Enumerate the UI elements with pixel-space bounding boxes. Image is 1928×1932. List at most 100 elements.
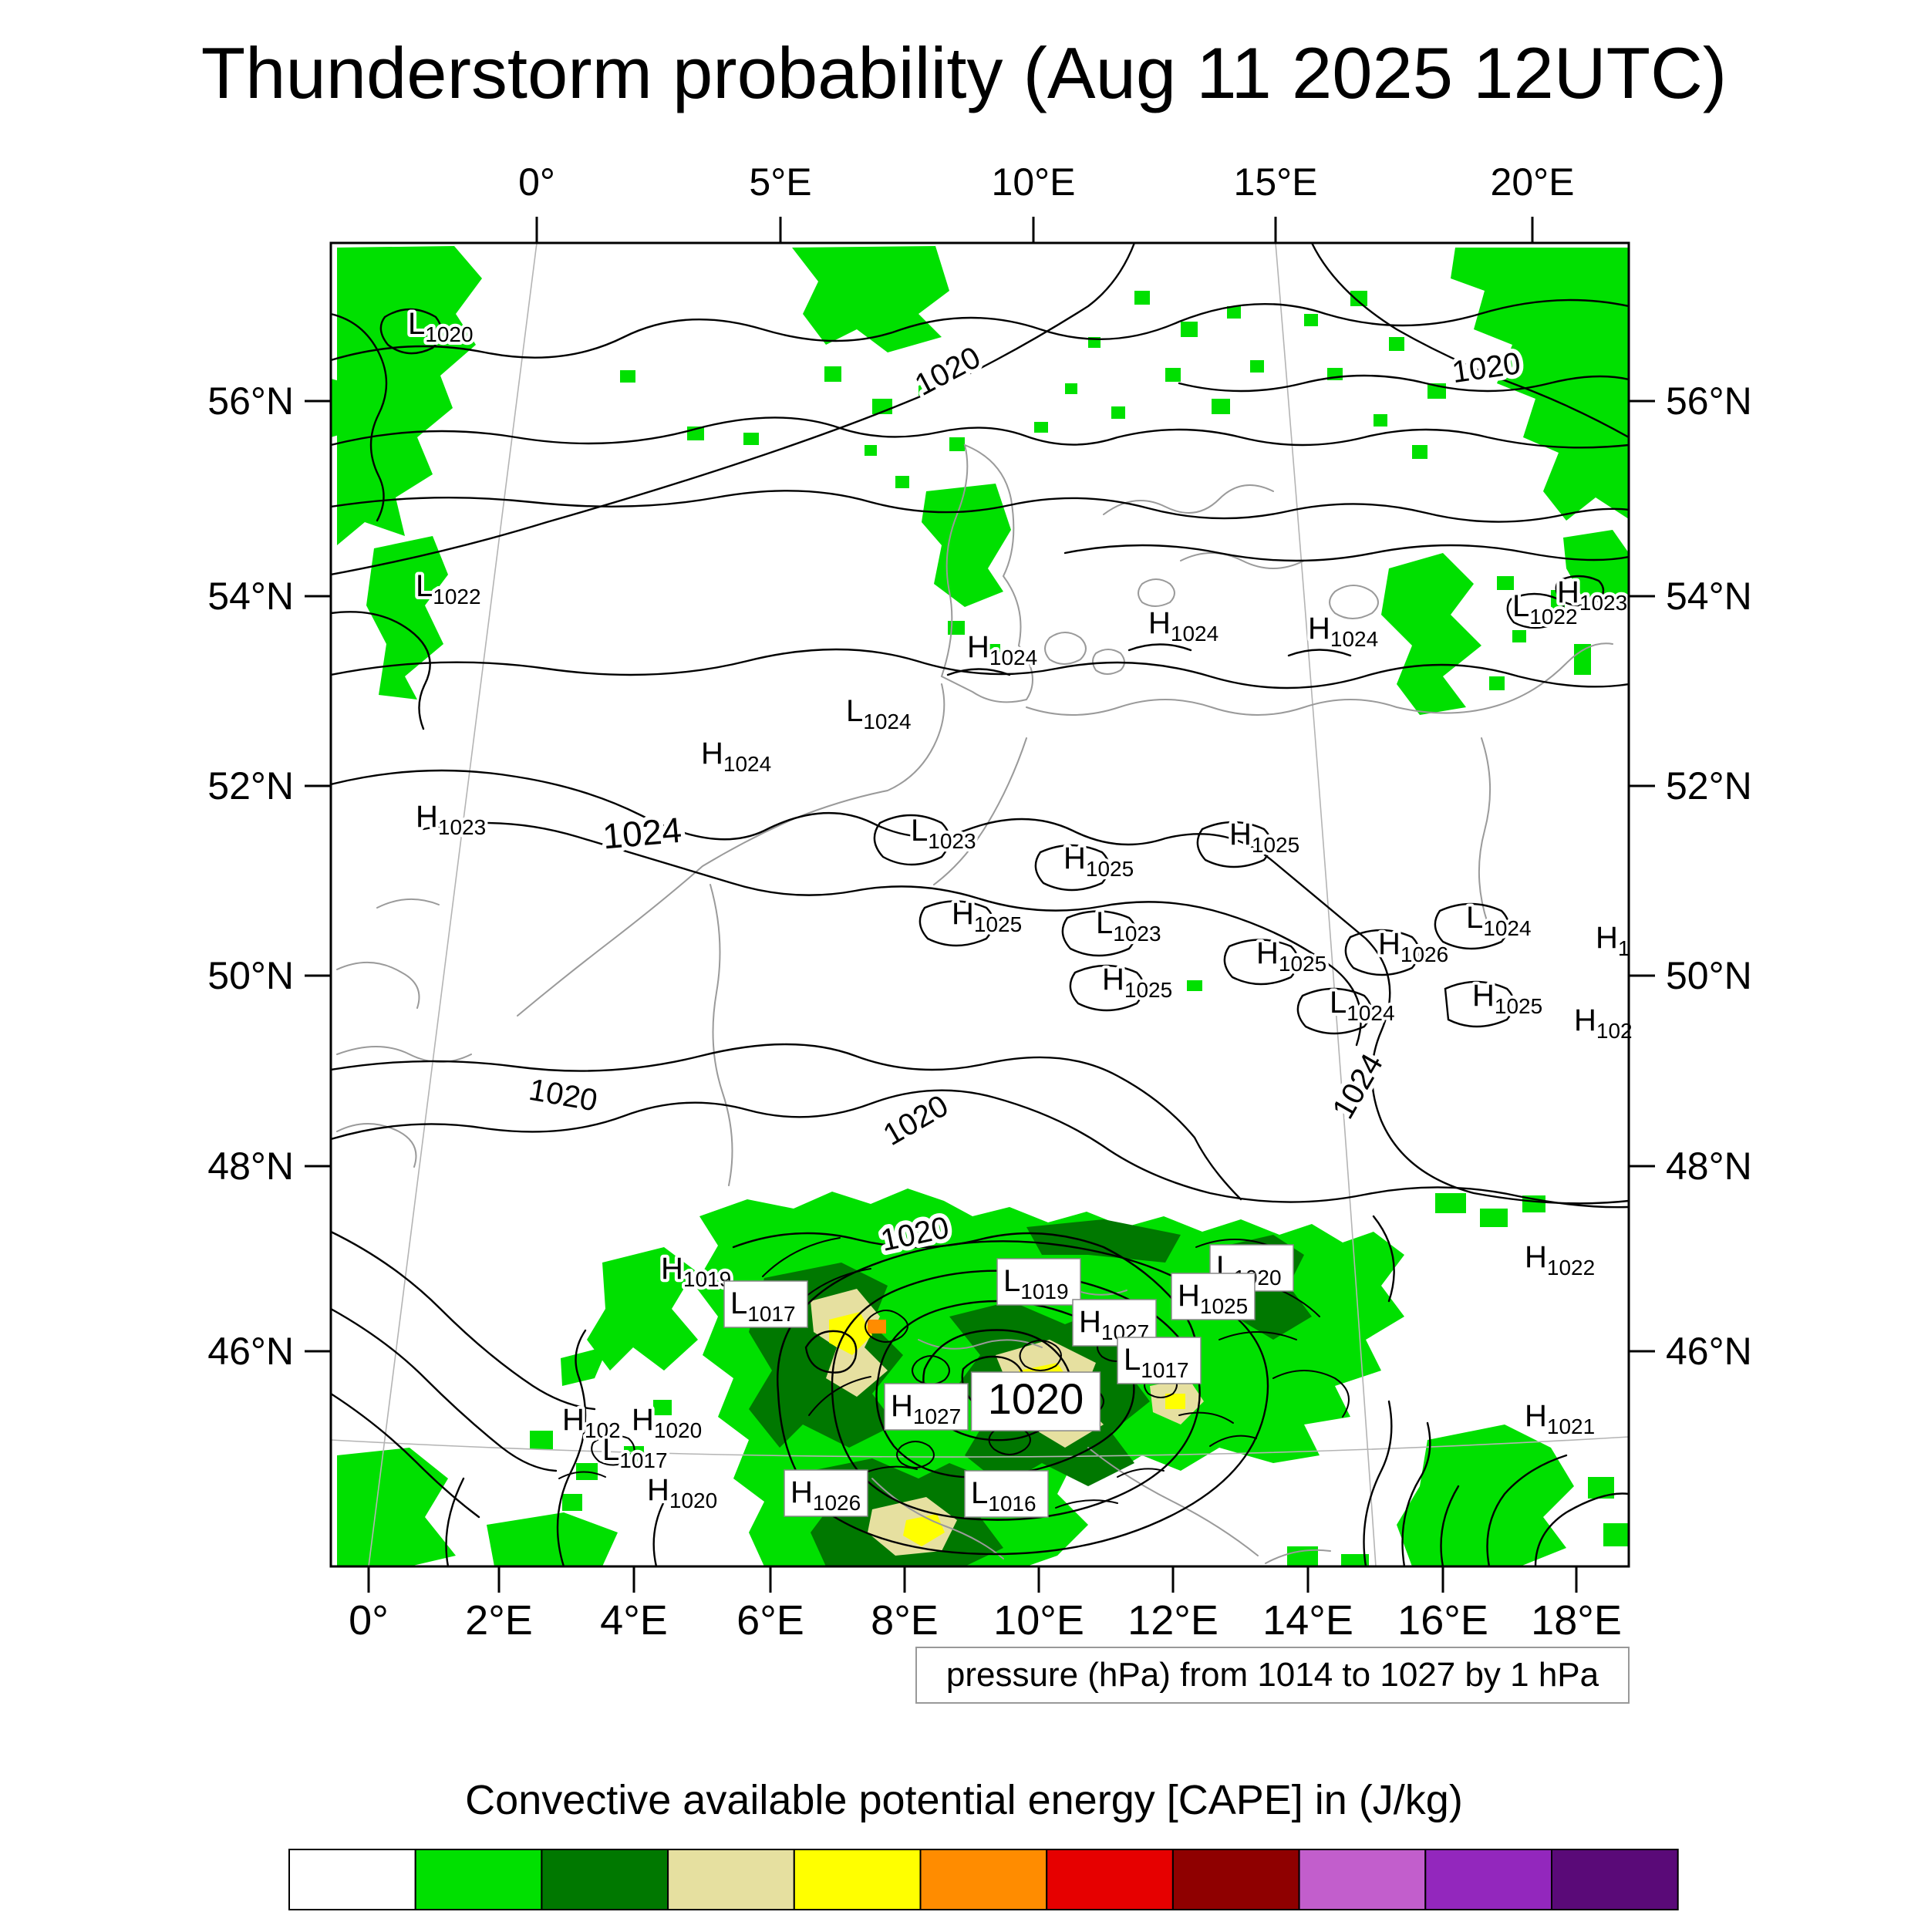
pressure-center-label: L1024	[1326, 983, 1398, 1028]
svg-text:H1026: H1026	[790, 1475, 861, 1515]
svg-text:L1016: L1016	[971, 1476, 1036, 1516]
pressure-center-label: H1024	[1145, 603, 1222, 649]
contour-line	[946, 668, 1011, 676]
contour-line	[1218, 1331, 1297, 1340]
cape-region	[868, 1320, 886, 1334]
colorbar-cell	[793, 1849, 922, 1910]
contour-line	[331, 1230, 596, 1411]
svg-text:H1025: H1025	[1256, 936, 1326, 976]
axis-bottom: 0° 2°E 4°E 6°E 8°E 10°E 12°E 14°E 16°E 18°E	[349, 1566, 1622, 1644]
pressure-center-label: H1025	[1253, 933, 1330, 979]
pressure-center-label: L1023	[1093, 903, 1165, 949]
axis-tick-label: 52°N	[1666, 764, 1752, 808]
colorbar-cell	[288, 1849, 416, 1910]
pressure-center-label: H1027	[1072, 1299, 1157, 1347]
axis-tick-label: 5°E	[749, 160, 811, 204]
pressure-note: pressure (hPa) from 1014 to 1027 by 1 hP…	[946, 1656, 1599, 1694]
pressure-center-label: H1020	[629, 1400, 705, 1445]
axis-tick-label: 10°E	[993, 1597, 1084, 1644]
svg-text:H1025: H1025	[952, 897, 1022, 936]
cape-region	[1304, 291, 1446, 459]
contour-line	[1127, 643, 1192, 652]
svg-text:L1017: L1017	[1124, 1343, 1189, 1382]
pressure-center-label: H1027	[884, 1383, 969, 1431]
svg-text:H1025: H1025	[1229, 818, 1299, 857]
axis-left: 56°N 54°N 52°N 50°N 48°N 46°N	[207, 379, 331, 1373]
svg-text:L1023: L1023	[1096, 906, 1161, 946]
contour-line	[873, 814, 951, 866]
coastline	[1138, 578, 1175, 607]
coastline	[1044, 632, 1087, 665]
svg-text:L1017: L1017	[602, 1433, 668, 1472]
pressure-center-label: H1024	[698, 733, 774, 779]
svg-text:H1023: H1023	[416, 800, 486, 839]
pressure-center-label: H1025	[1469, 976, 1545, 1021]
svg-text:L1024: L1024	[1466, 901, 1532, 940]
contour-line	[331, 298, 1629, 362]
contour-line	[1196, 821, 1272, 868]
contour-line	[331, 769, 1629, 1205]
axis-tick-label: 56°N	[207, 379, 294, 423]
axis-tick-label: 0°	[518, 160, 555, 204]
axis-tick-label: 18°E	[1531, 1597, 1622, 1644]
pressure-center-label: H1026	[784, 1469, 868, 1518]
pressure-center-label: H1019	[658, 1249, 734, 1294]
cape-shading-2000-2500	[868, 1320, 886, 1334]
svg-text:L1020: L1020	[408, 307, 474, 346]
axis-top: 0° 5°E 10°E 15°E 20°E	[518, 160, 1574, 243]
pressure-center-label: L1023	[908, 811, 979, 856]
axis-tick-label: 46°N	[1666, 1330, 1752, 1373]
axis-tick-label: 16°E	[1397, 1597, 1488, 1644]
coastline	[918, 1339, 1043, 1350]
graticule-line	[1275, 243, 1377, 1566]
cape-region	[1435, 1193, 1545, 1227]
contour-line	[331, 1392, 480, 1519]
svg-text:L1019: L1019	[1003, 1264, 1069, 1303]
cape-region	[331, 379, 365, 437]
svg-text:H1025: H1025	[1063, 841, 1134, 881]
axis-tick-label: 12°E	[1127, 1597, 1218, 1644]
axis-right: 56°N 54°N 52°N 50°N 48°N 46°N	[1629, 379, 1752, 1373]
colorbar-cell	[667, 1849, 795, 1910]
contour-line	[1178, 374, 1629, 393]
contour-line	[331, 490, 1629, 523]
axis-tick-label: 4°E	[600, 1597, 668, 1644]
coastline	[1265, 1549, 1331, 1564]
pressure-center-label: H1025	[1099, 959, 1175, 1005]
pressure-center-box	[784, 1469, 868, 1517]
contour-line	[445, 1477, 465, 1566]
pressure-center-box	[1171, 1273, 1256, 1320]
contour-line	[1178, 1411, 1234, 1424]
contour-line	[831, 1269, 1201, 1521]
contour-line	[1296, 987, 1373, 1035]
coastline	[1180, 552, 1305, 569]
axis-tick-label: 20°E	[1491, 160, 1575, 204]
coastline	[336, 1123, 417, 1168]
pressure-center-label: H1020	[644, 1470, 720, 1516]
coastline	[1478, 737, 1492, 924]
contour-line	[1019, 1340, 1062, 1371]
cape-region	[1381, 553, 1591, 715]
colorbar-cell	[541, 1849, 669, 1910]
map-border	[329, 241, 1630, 1568]
axis-tick-label: 52°N	[207, 764, 294, 808]
svg-text:H1019: H1019	[661, 1252, 731, 1291]
contour-line	[1555, 575, 1605, 607]
svg-text:L1024: L1024	[1330, 986, 1395, 1025]
cape-region	[587, 1247, 698, 1371]
pressure-center-label: L1024	[1463, 898, 1535, 943]
contour-line	[1117, 1468, 1165, 1478]
svg-text:1024: 1024	[601, 810, 683, 857]
svg-text:L1024: L1024	[846, 694, 912, 733]
svg-text:H1026: H1026	[1378, 927, 1448, 966]
pressure-center-label: L1022	[413, 566, 484, 612]
svg-text:1020: 1020	[988, 1374, 1084, 1423]
cape-region	[530, 1400, 672, 1511]
pressure-center-box	[996, 1258, 1081, 1306]
contour-value-label: 1024	[597, 805, 687, 861]
chart-title: Thunderstorm probability (Aug 11 2025 12…	[201, 32, 1727, 113]
contour-line	[331, 1043, 1242, 1201]
axis-tick-label: 56°N	[1666, 379, 1752, 423]
contour-line	[1272, 1370, 1350, 1418]
pressure-center-label: H1024	[964, 627, 1040, 673]
